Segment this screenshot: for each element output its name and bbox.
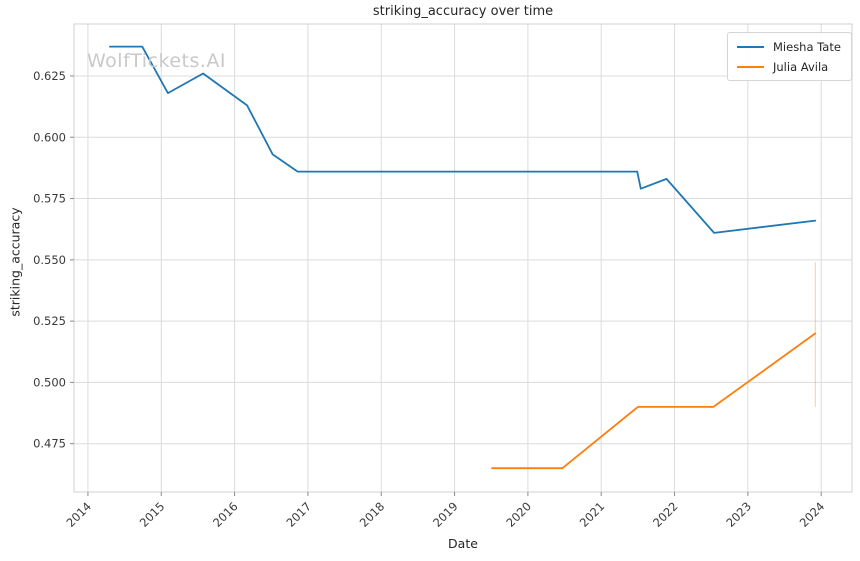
y-tick-label: 0.525 [33, 314, 66, 328]
x-tick-label: 2014 [63, 499, 94, 530]
y-tick-label: 0.500 [33, 375, 66, 389]
watermark: WolfTickets.AI [87, 50, 227, 72]
x-tick-label: 2020 [503, 499, 534, 530]
x-tick-label: 2022 [650, 499, 681, 530]
x-tick-label: 2024 [797, 499, 828, 530]
y-tick-label: 0.600 [33, 130, 66, 144]
x-tick-label: 2016 [210, 499, 241, 530]
legend-item-miesha-tate: Miesha Tate [737, 39, 841, 54]
x-tick-label: 2023 [723, 499, 754, 530]
x-tick-label: 2018 [357, 499, 388, 530]
x-axis-label: Date [448, 536, 478, 551]
legend-item-julia-avila: Julia Avila [737, 59, 841, 74]
y-axis-label: striking_accuracy [7, 207, 23, 317]
y-tick-label: 0.550 [33, 253, 66, 267]
y-tick-label: 0.625 [33, 69, 66, 83]
x-tick-label: 2017 [283, 499, 314, 530]
x-tick-label: 2015 [137, 499, 168, 530]
series-line-julia-avila [491, 332, 817, 470]
chart-title: striking_accuracy over time [372, 4, 554, 19]
x-tick-label: 2019 [430, 499, 461, 530]
legend-label-julia-avila: Julia Avila [773, 59, 829, 74]
y-tick-label: 0.575 [33, 192, 66, 206]
legend: Miesha Tate Julia Avila [727, 32, 852, 81]
legend-label-miesha-tate: Miesha Tate [773, 39, 841, 54]
series-line-miesha-tate [109, 45, 817, 234]
legend-line-sample-julia-avila [737, 65, 764, 68]
plot-border [73, 23, 853, 493]
x-tick-label: 2021 [577, 499, 608, 530]
y-tick-label: 0.475 [33, 437, 66, 451]
legend-line-sample-miesha-tate [737, 45, 764, 48]
